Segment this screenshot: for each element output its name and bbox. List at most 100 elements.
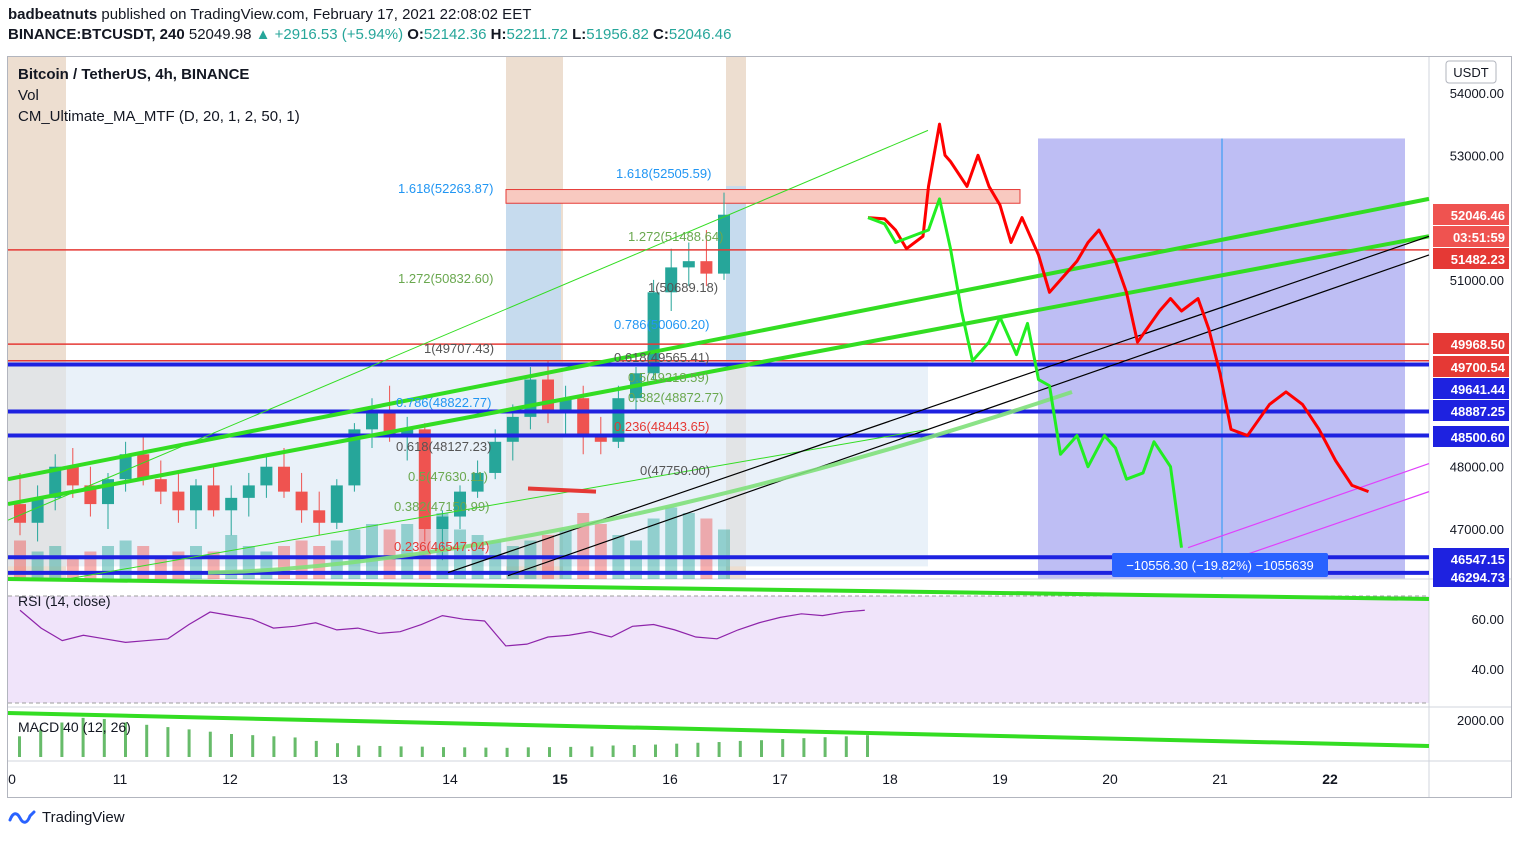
currency-button[interactable]: USDT xyxy=(1445,60,1497,84)
macd-bar xyxy=(590,746,594,757)
candle-body xyxy=(471,472,484,492)
fib-label: 0.382(47150.99) xyxy=(394,499,489,514)
macd-bar xyxy=(124,722,127,757)
volume-bar xyxy=(718,529,730,579)
volume-bar xyxy=(700,518,713,579)
projection-green-path xyxy=(867,197,1183,548)
fib-zone xyxy=(726,186,746,361)
candle-body xyxy=(577,398,590,436)
macd-bar xyxy=(230,734,233,757)
measure-label: −10556.30 (−19.82%) −1055639 xyxy=(1126,558,1314,573)
candle-body xyxy=(665,267,678,293)
macd-bar xyxy=(60,722,64,757)
resistance-box xyxy=(505,189,1021,204)
rsi-legend: RSI (14, close) xyxy=(18,593,111,609)
price-badge: 46294.73 xyxy=(1451,570,1505,585)
measure-label-bg xyxy=(1112,553,1328,577)
candle-body xyxy=(718,214,730,274)
volume-bar xyxy=(594,524,607,579)
volume-bar xyxy=(102,546,114,579)
candle-body xyxy=(137,454,150,480)
candle-body xyxy=(612,398,625,442)
fib-zone xyxy=(506,201,561,361)
macd-bar xyxy=(548,747,551,757)
price-badge-bg xyxy=(1433,356,1509,377)
black-trendline xyxy=(447,235,1430,574)
candle-body xyxy=(542,379,554,411)
fib-label: 1(49707.43) xyxy=(424,341,494,356)
volume-bar xyxy=(577,513,590,579)
tradingview-logo-icon xyxy=(8,810,36,824)
candle-body xyxy=(436,516,449,529)
candle-body xyxy=(66,466,79,486)
candle-body xyxy=(295,491,308,511)
fib-label: 0.786(50060.20) xyxy=(614,317,709,332)
macd-bar xyxy=(781,739,785,757)
price-badge-bg xyxy=(1433,378,1509,399)
low-value: 51956.82 xyxy=(586,26,649,43)
macd-bar xyxy=(166,727,170,757)
macd-bar xyxy=(251,735,255,757)
close-value: 52046.46 xyxy=(668,26,732,43)
author-name[interactable]: badbeatnuts xyxy=(8,6,98,23)
time-tick: 17 xyxy=(772,771,788,787)
time-tick: 21 xyxy=(1212,771,1228,787)
price-tick: 53000.00 xyxy=(1450,148,1504,163)
high-value: 52211.72 xyxy=(506,26,568,43)
candle-body xyxy=(154,479,167,492)
magenta-line xyxy=(1187,463,1430,549)
volume-bar xyxy=(454,529,466,579)
price-badge-bg xyxy=(1433,226,1509,247)
volume-bar xyxy=(66,557,79,579)
price-tick: 54000.00 xyxy=(1450,86,1504,101)
price-tick: 48000.00 xyxy=(1450,460,1504,475)
publish-info: published on TradingView.com, February 1… xyxy=(101,6,532,23)
candle-body xyxy=(383,410,396,436)
macd-bar xyxy=(81,717,85,757)
macd-bar xyxy=(632,745,636,757)
macd-bar xyxy=(738,740,742,757)
legend-ma: CM_Ultimate_MA_MTF (D, 20, 1, 2, 50, 1) xyxy=(18,108,300,125)
fib-label: 0.618(48127.23) xyxy=(396,439,491,454)
close-label: C: xyxy=(653,26,669,43)
rsi-tick: 40.00 xyxy=(1471,662,1504,677)
price-badge-bg xyxy=(1433,566,1509,587)
macd-legend: MACD 40 (12, 26) xyxy=(18,719,131,735)
open-value: 52142.36 xyxy=(423,26,487,43)
ohlc-line: BINANCE:BTCUSDT, 240 52049.98 ▲ +2916.53… xyxy=(8,26,731,43)
price-badge: 49968.50 xyxy=(1451,337,1505,352)
volume-bar xyxy=(383,529,396,579)
volume-bar xyxy=(401,524,414,579)
candle-body xyxy=(348,429,361,486)
price-badge: 52046.46 xyxy=(1451,208,1505,223)
volume-bar xyxy=(137,546,150,579)
price-badge: 03:51:59 xyxy=(1453,230,1505,245)
time-tick: 12 xyxy=(222,771,238,787)
volume-bar xyxy=(330,540,343,579)
price-change: ▲ +2916.53 (+5.94%) xyxy=(255,26,404,43)
candle-body xyxy=(207,485,220,511)
price-badge: 48500.60 xyxy=(1451,430,1505,445)
price-badge-bg xyxy=(1433,248,1509,269)
macd-bar xyxy=(293,737,297,757)
chart-svg[interactable]: 1.618(52263.87) 1.618(52505.59) 1.272(5148… xyxy=(7,57,1511,797)
price-badge-bg xyxy=(1433,400,1509,421)
candle-body xyxy=(225,497,238,511)
candle-body xyxy=(330,485,343,523)
candle-body xyxy=(119,454,132,480)
volume-bar xyxy=(154,557,167,579)
low-label: L: xyxy=(572,26,587,43)
macd-bar xyxy=(866,735,869,757)
price-badge: 48887.25 xyxy=(1451,404,1505,419)
candle-body xyxy=(418,429,431,529)
volume-bar xyxy=(647,518,660,579)
volume-bar xyxy=(489,540,502,579)
fib-label: 0.786(48822.77) xyxy=(396,395,491,410)
fib-label: 0.5(49218.59) xyxy=(628,370,709,385)
rsi-line xyxy=(19,609,865,647)
tradingview-footer[interactable]: TradingView xyxy=(8,808,125,826)
price-badge: 46547.15 xyxy=(1451,552,1505,567)
volume-bar xyxy=(506,546,519,579)
volume-bar xyxy=(313,546,326,579)
chart-frame[interactable]: 1.618(52263.87) 1.618(52505.59) 1.272(5148… xyxy=(7,56,1512,798)
